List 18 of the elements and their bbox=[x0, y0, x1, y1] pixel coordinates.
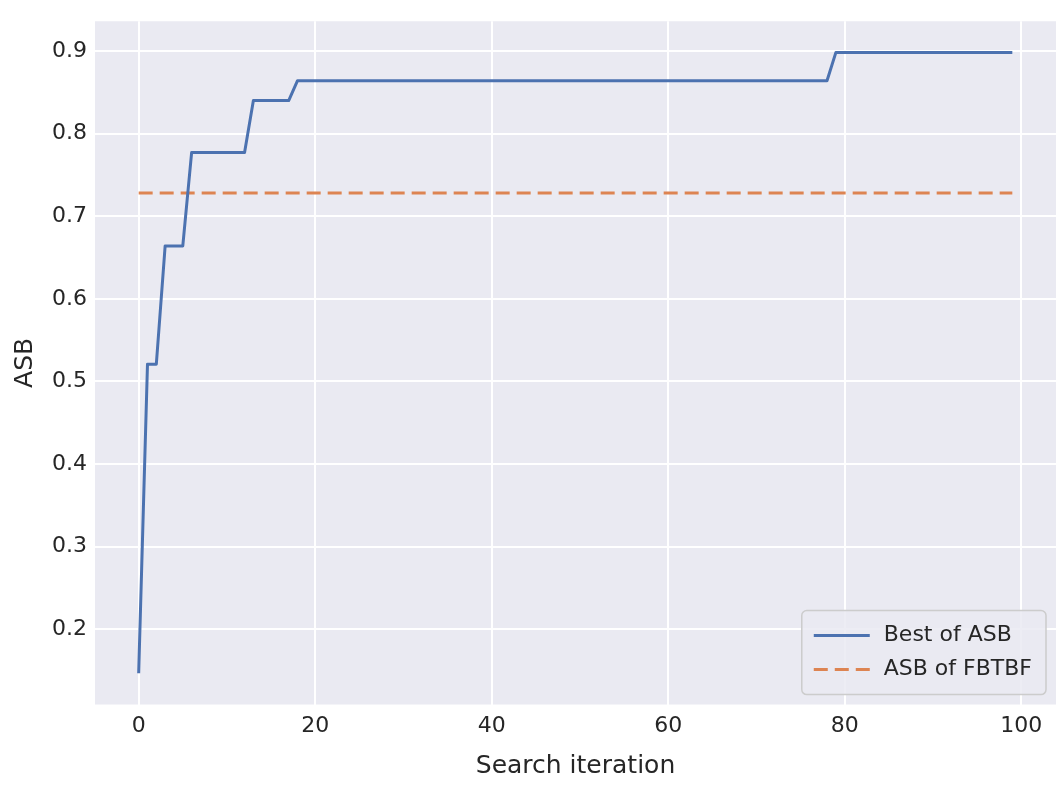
x-axis-title: Search iteration bbox=[475, 749, 676, 779]
x-tick-label: 40 bbox=[477, 711, 506, 737]
x-tick-label: 80 bbox=[830, 711, 859, 737]
y-tick-label: 0.2 bbox=[51, 615, 87, 641]
y-tick-label: 0.9 bbox=[51, 36, 87, 62]
y-tick-label: 0.3 bbox=[51, 532, 87, 558]
x-tick-label: 100 bbox=[1000, 711, 1043, 737]
x-tick-label: 60 bbox=[654, 711, 683, 737]
y-tick-label: 0.7 bbox=[51, 201, 87, 227]
y-tick-label: 0.6 bbox=[51, 284, 87, 310]
y-tick-label: 0.5 bbox=[51, 367, 87, 393]
y-tick-label: 0.4 bbox=[51, 449, 87, 475]
y-axis-title: ASB bbox=[8, 337, 38, 388]
x-tick-label: 20 bbox=[301, 711, 330, 737]
x-tick-label: 0 bbox=[131, 711, 146, 737]
legend-label: ASB of FBTBF bbox=[883, 655, 1032, 681]
y-tick-label: 0.8 bbox=[51, 119, 87, 145]
legend-label: Best of ASB bbox=[883, 621, 1012, 647]
